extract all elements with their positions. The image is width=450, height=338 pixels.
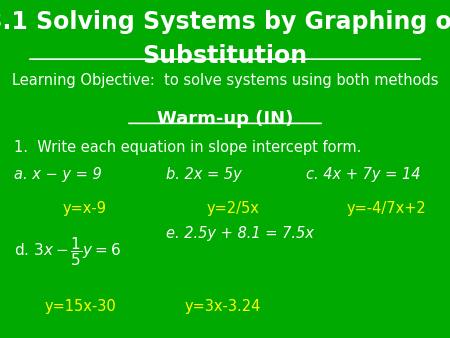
Text: y=-4/7x+2: y=-4/7x+2 xyxy=(346,201,426,216)
Text: c. 4x + 7y = 14: c. 4x + 7y = 14 xyxy=(306,167,420,182)
Text: d. $3x - \dfrac{1}{5}y = 6$: d. $3x - \dfrac{1}{5}y = 6$ xyxy=(14,235,121,268)
Text: 3.1 Solving Systems by Graphing or: 3.1 Solving Systems by Graphing or xyxy=(0,10,450,34)
Text: a. x − y = 9: a. x − y = 9 xyxy=(14,167,101,182)
Text: y=15x-30: y=15x-30 xyxy=(45,299,117,314)
Text: b. 2x = 5y: b. 2x = 5y xyxy=(166,167,242,182)
Text: 1.  Write each equation in slope intercept form.: 1. Write each equation in slope intercep… xyxy=(14,140,361,155)
Text: y=2/5x: y=2/5x xyxy=(207,201,260,216)
Text: y=x-9: y=x-9 xyxy=(63,201,107,216)
Text: Learning Objective:  to solve systems using both methods: Learning Objective: to solve systems usi… xyxy=(12,73,438,88)
Text: Substitution: Substitution xyxy=(143,44,307,68)
Text: Warm-up (IN): Warm-up (IN) xyxy=(157,110,293,128)
Text: e. 2.5y + 8.1 = 7.5x: e. 2.5y + 8.1 = 7.5x xyxy=(166,226,315,241)
Text: y=3x-3.24: y=3x-3.24 xyxy=(184,299,261,314)
